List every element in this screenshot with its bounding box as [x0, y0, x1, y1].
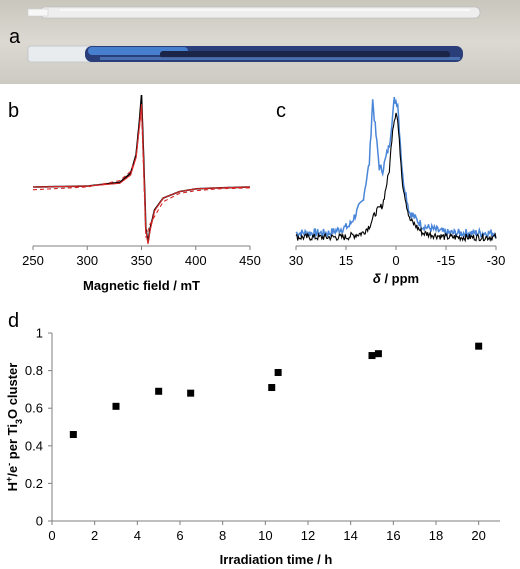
b-x-axis-label: Magnetic field / mT: [83, 278, 200, 293]
d-x-tick-label: 20: [471, 528, 485, 543]
d-y-tick-label: 0.2: [25, 476, 43, 491]
c-x-axis-label: δ / ppm: [373, 271, 419, 286]
photo-tubes: [0, 0, 520, 84]
tube-top: [39, 6, 481, 19]
d-data-point: [69, 431, 77, 439]
d-y-tick-label: 0.6: [25, 401, 43, 416]
panel-label-b: b: [8, 100, 20, 122]
d-y-tick-label: 0.4: [25, 438, 43, 453]
c-x-tick-label: 0: [392, 253, 399, 268]
b-x-tick-label: 250: [22, 253, 44, 268]
d-data-point: [155, 387, 163, 395]
d-x-tick-label: 4: [134, 528, 141, 543]
d-x-tick-label: 10: [258, 528, 272, 543]
d-x-tick-label: 16: [386, 528, 400, 543]
b-x-tick-label: 350: [131, 253, 153, 268]
d-data-point: [368, 352, 376, 360]
b-series-1: [33, 104, 250, 245]
d-x-tick-label: 0: [48, 528, 55, 543]
d-data-point: [274, 368, 282, 376]
b-series-2: [32, 108, 250, 238]
b-x-tick-label: 300: [76, 253, 98, 268]
d-data-point: [374, 350, 382, 358]
panel-label-c: c: [276, 100, 286, 122]
chart-c: 30 15 0 -15 -30 δ / ppm: [289, 96, 506, 286]
c-x-tick-label: -15: [437, 253, 456, 268]
d-y-axis-label: H+/e- per Ti3O cluster: [4, 363, 24, 492]
d-data-point: [268, 384, 276, 392]
d-x-tick-label: 8: [219, 528, 226, 543]
d-y-tick-label: 0.8: [25, 363, 43, 378]
c-series-1: [295, 112, 497, 243]
d-y-tick-label: 0: [36, 514, 43, 529]
c-x-tick-label: -30: [487, 253, 506, 268]
c-x-tick-label: 30: [289, 253, 303, 268]
d-data-point: [475, 342, 483, 350]
d-x-tick-label: 14: [343, 528, 357, 543]
c-x-tick-label: 15: [339, 253, 353, 268]
d-x-tick-label: 12: [301, 528, 315, 543]
d-x-axis-label: Irradiation time / h: [220, 552, 333, 567]
d-y-tick-label: 1: [36, 326, 43, 341]
d-data-point: [112, 402, 120, 410]
panel-label-a: a: [9, 26, 21, 48]
panel-label-d: d: [8, 310, 20, 332]
chart-b: 250 300 350 400 450 Magnetic field / mT: [22, 94, 261, 293]
d-x-tick-label: 6: [176, 528, 183, 543]
c-series-0: [295, 96, 497, 239]
d-data-point: [187, 389, 195, 397]
chart-d: 0 2 4 6 8 10 12 14 16 18 20 0 0.2 0.4 0.6 0.8 1 Irradiati…: [4, 326, 500, 567]
d-x-tick-label: 2: [91, 528, 98, 543]
d-x-tick-label: 18: [429, 528, 443, 543]
b-x-tick-label: 450: [239, 253, 261, 268]
b-x-tick-label: 400: [185, 253, 207, 268]
